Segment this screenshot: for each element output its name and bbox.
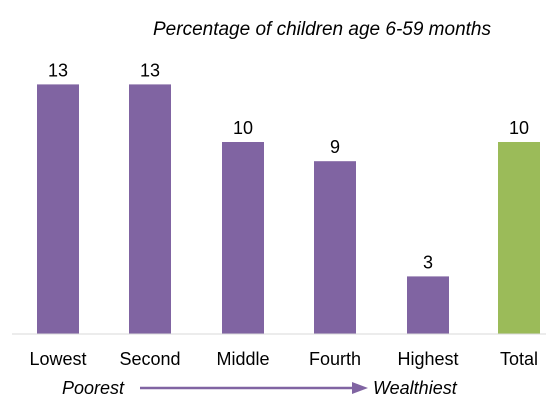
value-label-total: 10 <box>509 118 529 138</box>
value-label-lowest: 13 <box>48 60 68 80</box>
tick-label-second: Second <box>119 349 180 369</box>
bars-group: 13 13 10 9 3 10 <box>37 60 540 335</box>
tick-label-middle: Middle <box>216 349 269 369</box>
x-tick-labels: Lowest Second Middle Fourth Highest Total <box>29 349 538 369</box>
bar-highest <box>407 276 449 334</box>
tick-label-total: Total <box>500 349 538 369</box>
poorest-label: Poorest <box>62 378 125 398</box>
bar-total <box>498 142 540 334</box>
tick-label-fourth: Fourth <box>309 349 361 369</box>
wealth-arrow-icon <box>140 382 368 394</box>
bar-second <box>129 84 171 335</box>
value-label-middle: 10 <box>233 118 253 138</box>
bar-middle <box>222 142 264 334</box>
value-label-second: 13 <box>140 60 160 80</box>
bar-fourth <box>314 161 356 334</box>
tick-label-lowest: Lowest <box>29 349 86 369</box>
wealthiest-label: Wealthiest <box>373 378 458 398</box>
value-label-highest: 3 <box>423 252 433 272</box>
bar-lowest <box>37 84 79 335</box>
value-label-fourth: 9 <box>330 137 340 157</box>
tick-label-highest: Highest <box>397 349 458 369</box>
chart-subtitle: Percentage of children age 6-59 months <box>153 19 491 40</box>
